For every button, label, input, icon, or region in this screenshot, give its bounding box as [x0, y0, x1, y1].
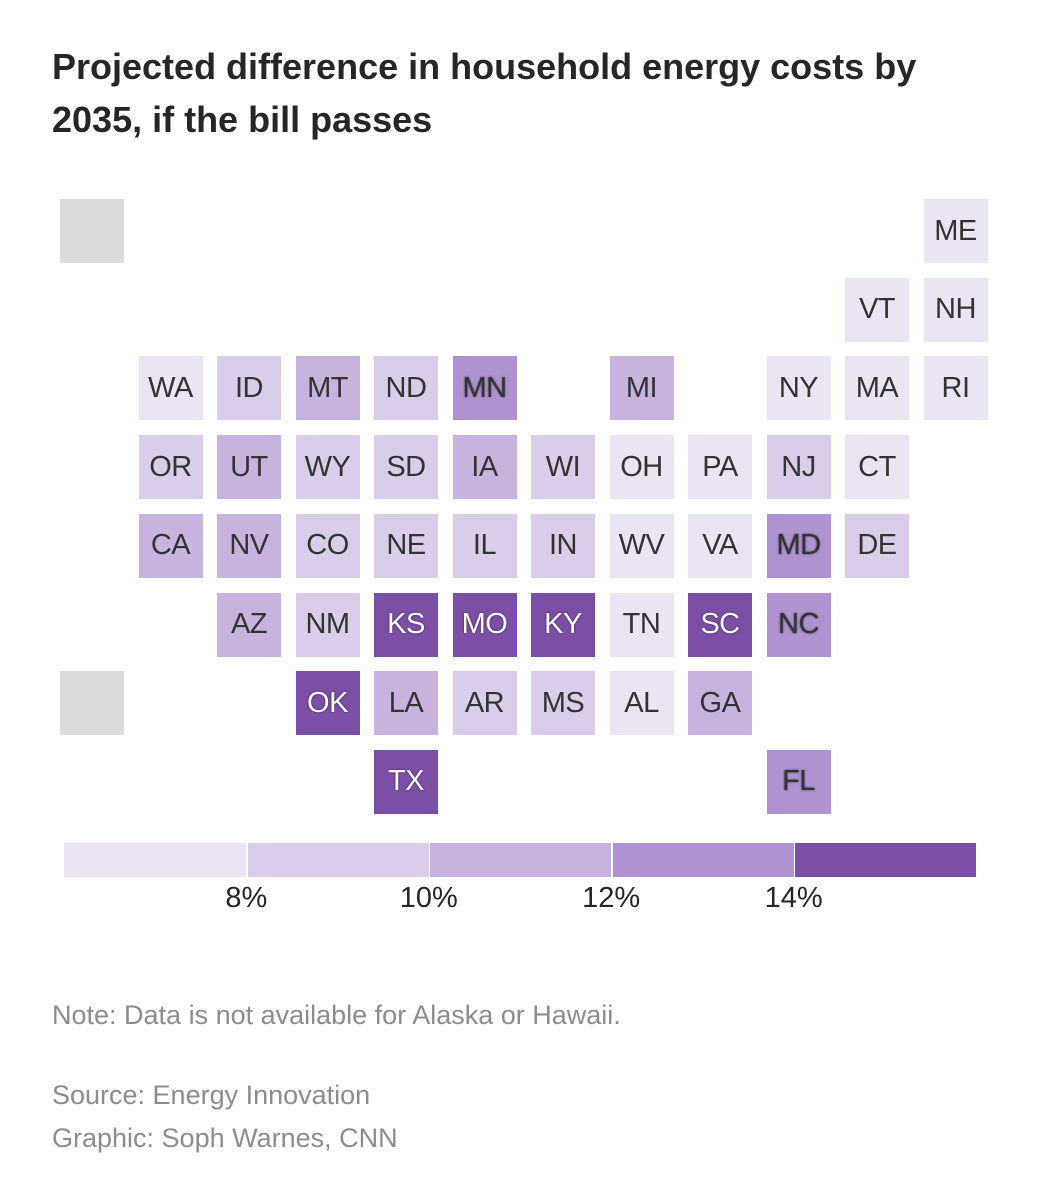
- state-tile-ga: GA: [688, 671, 752, 736]
- state-tile-va: VA: [688, 513, 752, 578]
- state-tile-nc: NC: [766, 592, 831, 657]
- state-tile-nh: NH: [923, 277, 988, 342]
- state-tile-sc: SC: [688, 592, 752, 657]
- state-tile-wa: WA: [138, 356, 203, 421]
- state-tile-ks: KS: [374, 592, 438, 657]
- state-tile-tx: TX: [374, 749, 438, 814]
- state-tile-wv: WV: [609, 513, 674, 578]
- state-tile-ne: NE: [374, 513, 438, 578]
- state-tile-il: IL: [452, 513, 517, 578]
- state-tile-in: IN: [531, 513, 595, 578]
- state-tile-la: LA: [374, 671, 438, 736]
- legend-bin: [430, 843, 612, 877]
- state-tile-ms: MS: [531, 671, 595, 736]
- chart-title: Projected difference in household energy…: [52, 46, 917, 140]
- state-tile-me: ME: [923, 199, 988, 263]
- state-tile-nd: ND: [374, 356, 438, 421]
- state-tile-de: DE: [845, 513, 909, 578]
- state-tile-ia: IA: [452, 435, 517, 500]
- state-tile-mn: MN: [452, 356, 517, 421]
- state-tile-mi: MI: [609, 356, 674, 421]
- state-tile-oh: OH: [609, 435, 674, 500]
- state-tile-fl: FL: [766, 749, 831, 814]
- state-tile-md: MD: [766, 513, 831, 578]
- note-text: Note: Data is not available for Alaska o…: [52, 1000, 621, 1030]
- state-tile-ut: UT: [217, 435, 281, 500]
- state-tile-ny: NY: [766, 356, 831, 421]
- state-tile-ma: MA: [845, 356, 909, 421]
- state-tile-mo: MO: [452, 592, 517, 657]
- state-tile-ca: CA: [138, 513, 203, 578]
- state-tile-ky: KY: [531, 592, 595, 657]
- graphic-credit: Graphic: Soph Warnes, CNN: [52, 1123, 398, 1153]
- state-tile-ri: RI: [923, 356, 988, 421]
- state-tile-wy: WY: [295, 435, 360, 500]
- state-tile-tn: TN: [609, 592, 674, 657]
- state-tile-vt: VT: [845, 277, 909, 342]
- state-tile-nv: NV: [217, 513, 281, 578]
- color-legend: [64, 843, 976, 877]
- state-tile-az: AZ: [217, 592, 281, 657]
- state-tile-ar: AR: [452, 671, 517, 736]
- state-tile-mt: MT: [295, 356, 360, 421]
- state-tile-pa: PA: [688, 435, 752, 500]
- legend-tick-label: 8%: [225, 882, 268, 914]
- state-tile-ak: [60, 199, 124, 263]
- state-tile-al: AL: [609, 671, 674, 736]
- legend-bin: [64, 843, 247, 877]
- state-tile-ct: CT: [845, 435, 909, 500]
- legend-tick-label: 12%: [582, 882, 641, 914]
- state-tile-ok: OK: [295, 671, 360, 736]
- state-tile-nj: NJ: [766, 435, 831, 500]
- state-tile-wi: WI: [531, 435, 595, 500]
- source-text: Source: Energy Innovation: [52, 1080, 371, 1110]
- legend-bin: [612, 843, 794, 877]
- state-tile-or: OR: [138, 435, 203, 500]
- state-tile-id: ID: [217, 356, 281, 421]
- state-tile-map: ME VT NH WA ID MT ND MN MI NY MA RI OR UT WY SD IA WI OH PA…: [60, 199, 988, 814]
- legend-bin: [795, 843, 976, 877]
- state-tile-co: CO: [295, 513, 360, 578]
- state-tile-sd: SD: [374, 435, 438, 500]
- state-tile-nm: NM: [295, 592, 360, 657]
- legend-bin: [247, 843, 429, 877]
- state-tile-hi: [60, 671, 124, 736]
- legend-tick-label: 10%: [399, 882, 458, 914]
- legend-tick-label: 14%: [764, 882, 823, 914]
